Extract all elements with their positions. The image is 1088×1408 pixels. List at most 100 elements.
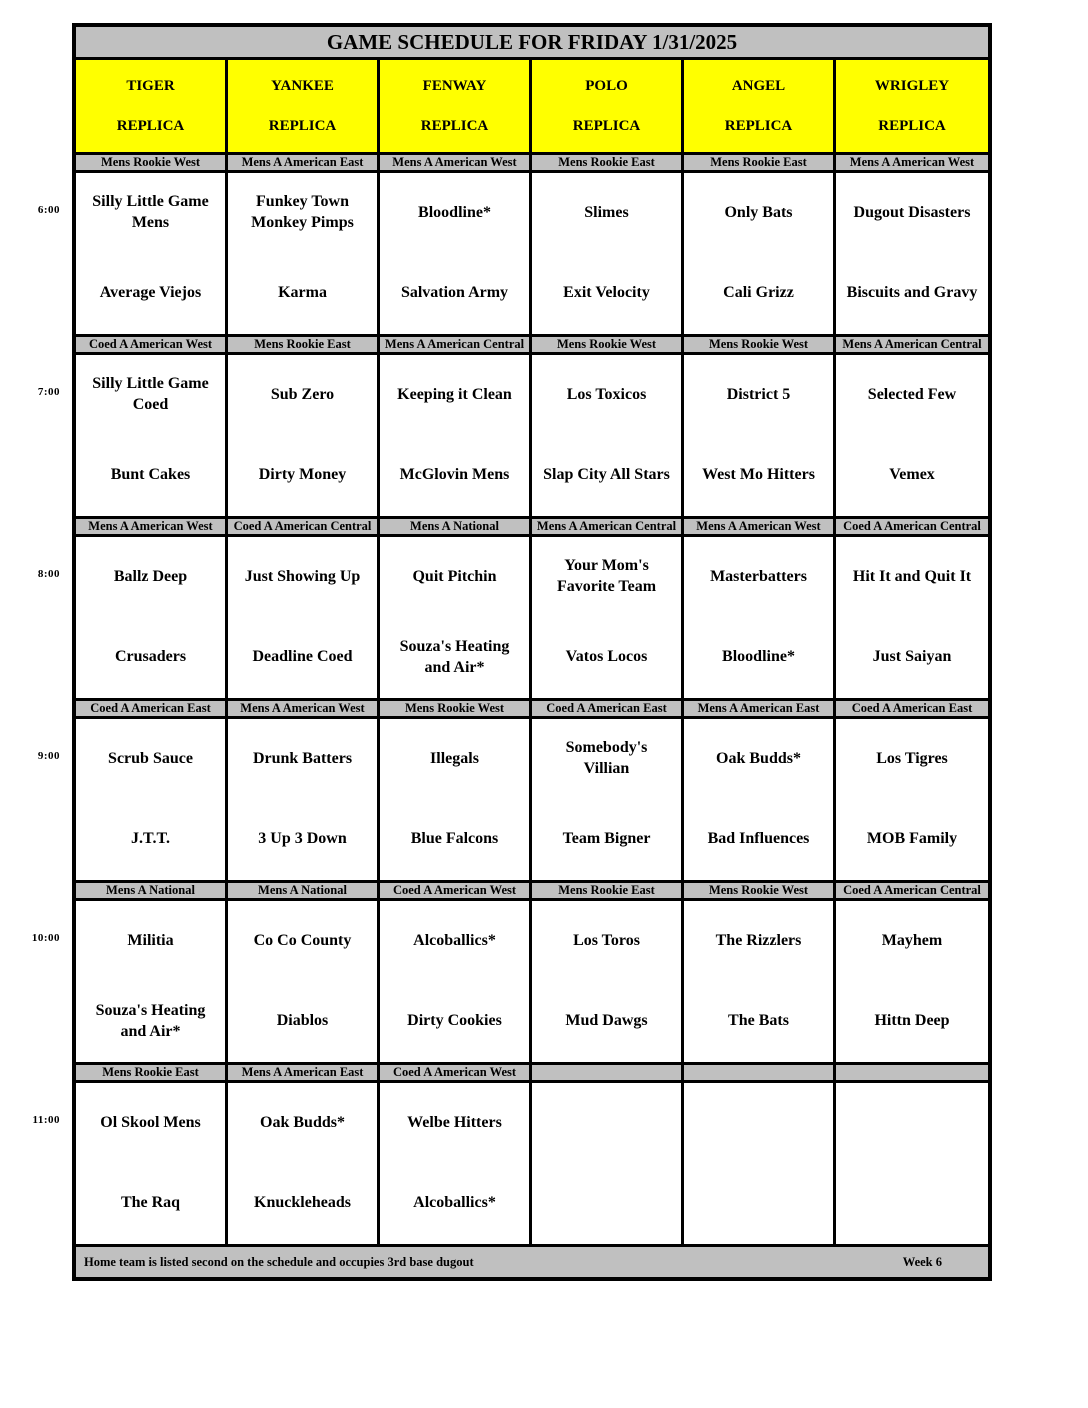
home-team-name: Diablos bbox=[276, 1012, 329, 1030]
away-team-name: Ol Skool Mens bbox=[100, 1113, 201, 1131]
home-team-name: Team Bigner bbox=[562, 830, 651, 848]
home-team-name: Deadline Coed bbox=[252, 648, 353, 666]
game-cell: Oak Budds* Bad Influences bbox=[684, 719, 836, 880]
field-header-polo: POLO REPLICA bbox=[532, 60, 684, 152]
field-type: REPLICA bbox=[268, 117, 337, 134]
away-team-name: Oak Budds* bbox=[260, 1113, 345, 1131]
division-label: Mens Rookie East bbox=[684, 155, 836, 170]
game-row: Silly Little Game Mens Average Viejos Funk… bbox=[76, 173, 988, 334]
home-team-name: Salvation Army bbox=[400, 284, 509, 302]
division-label bbox=[836, 1065, 988, 1080]
away-team-name: Alcoballics* bbox=[413, 931, 496, 949]
division-row: Coed A American West Mens Rookie East Mens… bbox=[76, 334, 988, 355]
home-team-name: Hittn Deep bbox=[874, 1012, 950, 1030]
schedule-body: Mens Rookie West Mens A American East Mens… bbox=[76, 152, 988, 1244]
division-row: Mens A American West Coed A American Cent… bbox=[76, 516, 988, 537]
away-team-name: Slimes bbox=[584, 203, 629, 221]
home-team-name: Exit Velocity bbox=[563, 284, 650, 302]
field-header-wrigley: WRIGLEY REPLICA bbox=[836, 60, 988, 152]
field-name: TIGER bbox=[126, 77, 175, 94]
away-team-name: Dugout Disasters bbox=[853, 203, 971, 221]
game-cell: Dugout Disasters Biscuits and Gravy bbox=[836, 173, 988, 334]
division-label: Coed A American East bbox=[532, 701, 684, 716]
division-label: Mens Rookie East bbox=[532, 155, 684, 170]
game-cell: Hit It and Quit It Just Saiyan bbox=[836, 537, 988, 698]
home-team-name bbox=[836, 1164, 988, 1245]
home-team-name: Vemex bbox=[889, 466, 935, 484]
away-team-name: Mayhem bbox=[881, 931, 943, 949]
field-header-angel: ANGEL REPLICA bbox=[684, 60, 836, 152]
division-label: Mens A American West bbox=[76, 519, 228, 534]
field-type: REPLICA bbox=[420, 117, 489, 134]
division-row: Mens A National Mens A National Coed A Ame… bbox=[76, 880, 988, 901]
field-type: REPLICA bbox=[878, 117, 946, 134]
away-team-name: Illegals bbox=[430, 749, 479, 767]
home-team-name: Knuckleheads bbox=[254, 1194, 351, 1212]
away-team-name: Funkey Town Monkey Pimps bbox=[251, 193, 354, 232]
game-cell: Welbe Hitters Alcoballics* bbox=[380, 1083, 532, 1244]
away-team-name: Somebody's Villian bbox=[565, 739, 648, 778]
division-label: Coed A American East bbox=[76, 701, 228, 716]
division-label: Coed A American Central bbox=[836, 519, 988, 534]
game-cell: Quit Pitchin Souza's Heating and Air* bbox=[380, 537, 532, 698]
game-cell: Scrub Sauce J.T.T. bbox=[76, 719, 228, 880]
division-label: Mens A American West bbox=[684, 519, 836, 534]
field-name: ANGEL bbox=[731, 77, 786, 94]
home-team-name: Mud Dawgs bbox=[565, 1012, 648, 1030]
home-team-name: Bunt Cakes bbox=[110, 466, 191, 484]
game-row: Militia Souza's Heating and Air* Co Co Cou… bbox=[76, 901, 988, 1062]
home-team-name: Blue Falcons bbox=[410, 830, 499, 848]
away-team-name: Sub Zero bbox=[270, 385, 335, 403]
field-name: POLO bbox=[585, 77, 628, 94]
away-team-name: Masterbatters bbox=[710, 567, 807, 585]
game-cell bbox=[836, 1083, 988, 1244]
game-cell: District 5 West Mo Hitters bbox=[684, 355, 836, 516]
division-label: Mens A American Central bbox=[836, 337, 988, 352]
game-cell: Silly Little Game Coed Bunt Cakes bbox=[76, 355, 228, 516]
away-team-name: Keeping it Clean bbox=[397, 385, 512, 403]
away-team-name: Co Co County bbox=[253, 931, 352, 949]
field-type: REPLICA bbox=[572, 117, 641, 134]
field-header-yankee: YANKEE REPLICA bbox=[228, 60, 380, 152]
away-team-name: Drunk Batters bbox=[252, 749, 353, 767]
home-team-name bbox=[532, 1164, 681, 1245]
home-team-name: Just Saiyan bbox=[872, 648, 952, 666]
division-label: Coed A American Central bbox=[836, 883, 988, 898]
page-title: GAME SCHEDULE FOR FRIDAY 1/31/2025 bbox=[76, 27, 988, 60]
home-team-name: Bad Influences bbox=[707, 830, 810, 848]
home-team-name: Alcoballics* bbox=[413, 1194, 496, 1212]
away-team-name: Just Showing Up bbox=[244, 567, 361, 585]
division-label: Mens A American Central bbox=[380, 337, 532, 352]
game-cell: The Rizzlers The Bats bbox=[684, 901, 836, 1062]
away-team-name: Scrub Sauce bbox=[108, 749, 193, 767]
division-label: Mens Rookie West bbox=[532, 337, 684, 352]
game-cell: Masterbatters Bloodline* bbox=[684, 537, 836, 698]
home-team-name: Average Viejos bbox=[99, 284, 202, 302]
game-cell: Mayhem Hittn Deep bbox=[836, 901, 988, 1062]
division-label: Coed A American Central bbox=[228, 519, 380, 534]
game-cell: Silly Little Game Mens Average Viejos bbox=[76, 173, 228, 334]
field-header-row: TIGER REPLICA YANKEE REPLICA FENWAY REPLICA PO… bbox=[76, 60, 988, 152]
away-team-name: Silly Little Game Mens bbox=[92, 193, 209, 232]
division-label: Mens A National bbox=[228, 883, 380, 898]
home-team-name: 3 Up 3 Down bbox=[258, 830, 347, 848]
away-team-name: Welbe Hitters bbox=[407, 1113, 502, 1131]
game-cell: Selected Few Vemex bbox=[836, 355, 988, 516]
home-team-name: Souza's Heating and Air* bbox=[399, 637, 510, 676]
game-row: Ballz Deep Crusaders Just Showing Up Deadli… bbox=[76, 537, 988, 698]
division-label: Mens A American East bbox=[684, 701, 836, 716]
division-label: Mens Rookie West bbox=[380, 701, 532, 716]
footer-bar: Home team is listed second on the schedu… bbox=[76, 1244, 988, 1277]
game-cell: Only Bats Cali Grizz bbox=[684, 173, 836, 334]
game-cell: Ol Skool Mens The Raq bbox=[76, 1083, 228, 1244]
field-type: REPLICA bbox=[116, 117, 185, 134]
time-label: 8:00 bbox=[37, 568, 60, 580]
away-team-name: Los Toros bbox=[573, 931, 640, 949]
division-label: Mens A American West bbox=[228, 701, 380, 716]
home-team-name: MOB Family bbox=[866, 830, 958, 848]
away-team-name: Selected Few bbox=[867, 385, 957, 403]
division-label: Mens Rookie West bbox=[684, 883, 836, 898]
game-cell: Alcoballics* Dirty Cookies bbox=[380, 901, 532, 1062]
game-cell: Militia Souza's Heating and Air* bbox=[76, 901, 228, 1062]
